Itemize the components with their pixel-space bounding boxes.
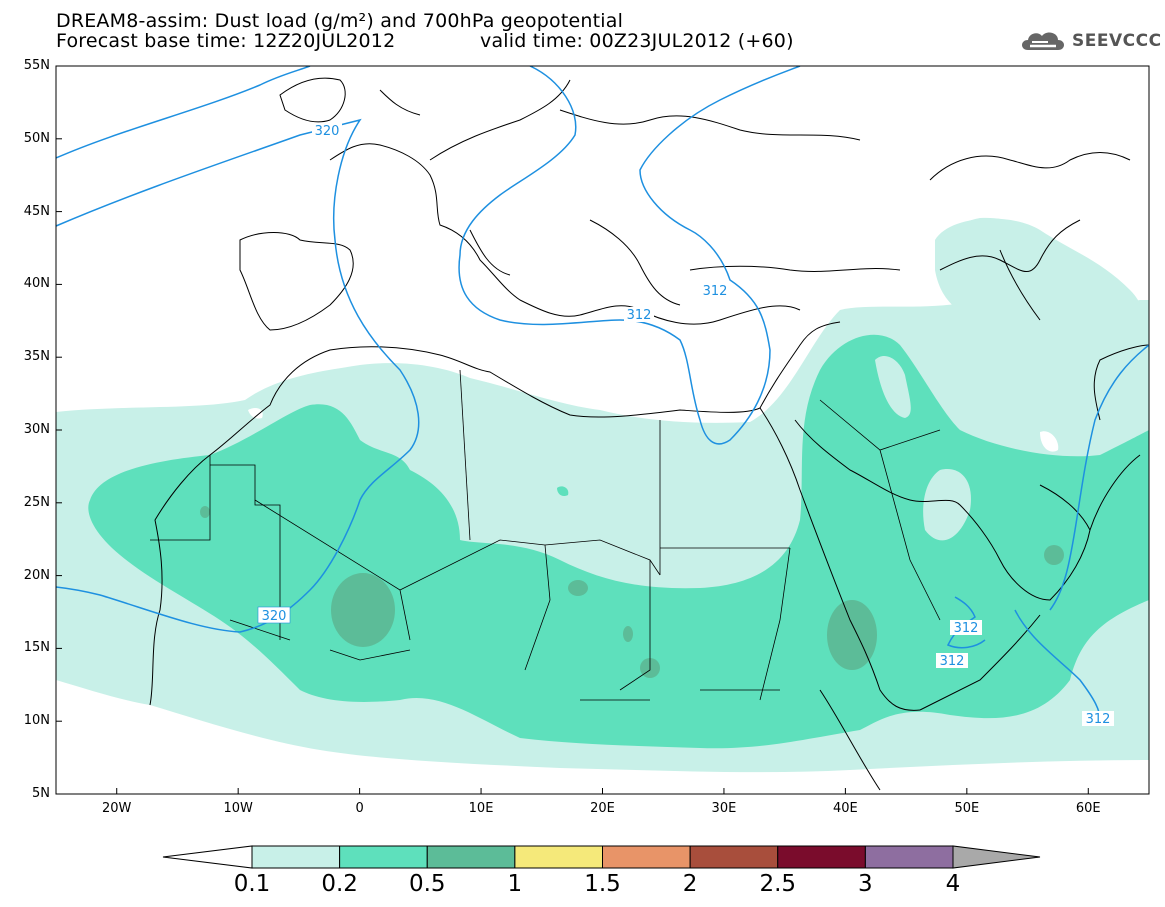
contour-312-east <box>1014 609 1101 721</box>
colorbar-level-label: 0.1 <box>233 871 271 897</box>
latitude-label: 25N <box>23 494 50 510</box>
country-borders <box>150 369 941 701</box>
dust-band-0.5-chad <box>568 580 588 596</box>
latitude-label: 55N <box>23 58 50 73</box>
colorbar-level-label: 1 <box>507 871 523 897</box>
longitude-label: 0 <box>355 801 364 816</box>
dust-band-0.5-sahel <box>331 573 395 647</box>
latitude-label: 35N <box>23 349 50 365</box>
dust-band-0.5-darfur <box>623 626 633 642</box>
colorbar-level-label: 3 <box>858 871 873 897</box>
seevccc-logo: SEEVCCC <box>1018 28 1162 54</box>
dust-band-0.5-oman <box>1044 545 1064 565</box>
latitude-label: 40N <box>23 276 50 292</box>
dust-band-0.5-mauritania <box>200 506 210 518</box>
contour-label: 320 <box>262 609 287 624</box>
latitude-label: 20N <box>23 567 50 583</box>
contour-label: 312 <box>703 284 728 299</box>
colorbar-level-label: 2 <box>682 871 698 897</box>
contour-label: 312 <box>940 654 965 669</box>
dust-band-0.1-caspian <box>935 218 1147 350</box>
contour-label: 312 <box>1086 712 1111 727</box>
contour-upper-1 <box>56 66 311 159</box>
latitude-label: 10N <box>23 713 50 729</box>
contour-312-main <box>458 66 801 445</box>
axis-ticks <box>56 65 1089 795</box>
base-time-label: Forecast base time: 12Z20JUL2012 <box>56 30 396 52</box>
latitude-label: 50N <box>23 130 50 146</box>
colorbar-level-label: 0.5 <box>408 871 446 897</box>
contour-312-india <box>1049 344 1149 611</box>
longitude-label: 30E <box>711 801 737 816</box>
longitude-label: 10W <box>223 801 253 816</box>
longitude-label: 20W <box>102 801 132 816</box>
latitude-label: 45N <box>23 203 50 219</box>
longitude-label: 50E <box>954 801 980 816</box>
colorbar-level-label: 4 <box>945 871 961 897</box>
contour-label: 320 <box>315 124 340 139</box>
longitude-label: 40E <box>832 801 858 816</box>
contour-label: 312 <box>954 621 979 636</box>
contour-labels: 320 312 312 320 312 312 312 <box>257 123 1114 727</box>
longitude-label: 10E <box>468 801 494 816</box>
valid-time-label: valid time: 00Z23JUL2012 (+60) <box>480 30 794 52</box>
dust-band-0.5-eritrea <box>827 600 877 670</box>
colorbar-level-label: 1.5 <box>584 871 621 897</box>
logo-text: SEEVCCC <box>1072 31 1162 51</box>
colorbar-level-label: 0.2 <box>321 871 358 897</box>
contour-label: 312 <box>627 308 652 323</box>
latitude-label: 5N <box>32 786 50 801</box>
longitude-label: 60E <box>1075 801 1101 816</box>
cloud-logo-icon <box>1022 32 1064 50</box>
colorbar-level-label: 2.5 <box>759 871 797 897</box>
longitude-label: 20E <box>590 801 615 816</box>
map-title: DREAM8-assim: Dust load (g/m²) and 700hP… <box>56 10 624 32</box>
latitude-label: 15N <box>23 640 50 656</box>
latitude-label: 30N <box>23 422 50 437</box>
